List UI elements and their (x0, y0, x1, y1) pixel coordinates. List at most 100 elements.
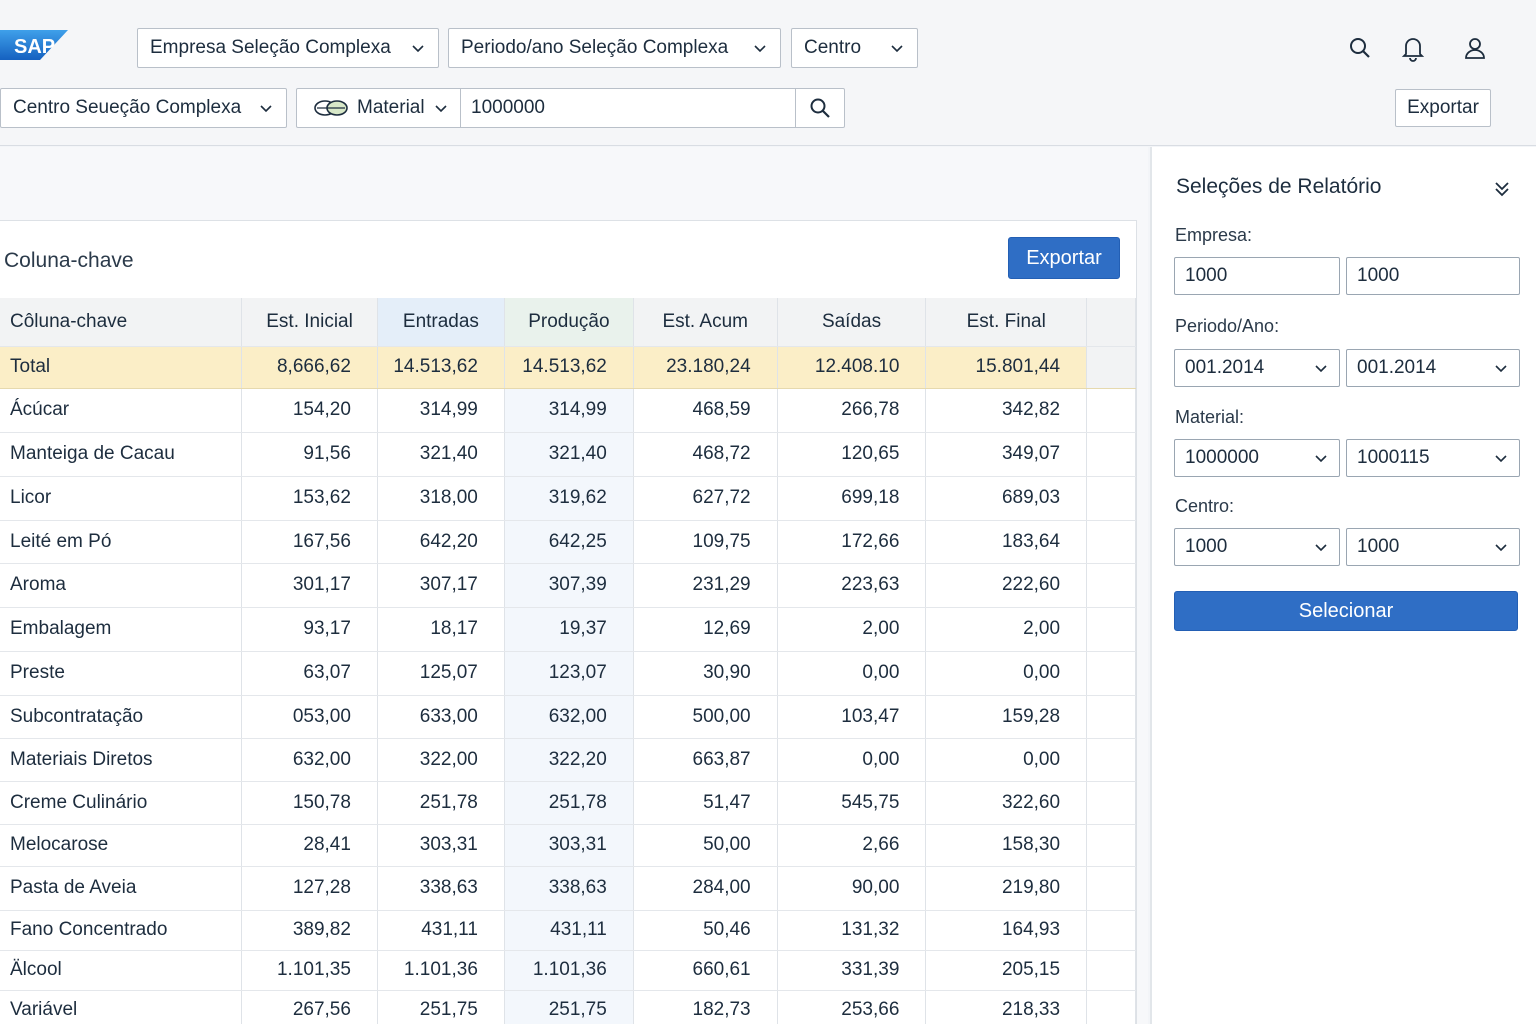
table-cell: 349,07 (925, 432, 1088, 477)
centro-filter-label: Centro (804, 37, 862, 58)
table-cell: 307,17 (377, 563, 505, 608)
header-export-button[interactable]: Exportar (1395, 89, 1491, 127)
table-cell-spacer (1086, 910, 1136, 951)
periodo-label: Periodo/Ano: (1175, 316, 1280, 336)
double-chevron-down-icon[interactable] (1492, 179, 1512, 199)
chevron-down-icon (1315, 455, 1327, 463)
table-cell-spacer (1086, 476, 1136, 521)
column-header[interactable]: Est. Inicial (241, 298, 378, 347)
table-cell-spacer (1086, 432, 1136, 477)
centro-selecao-label: Centro Seueção Complexa (13, 97, 242, 118)
table-cell: 14.513,62 (504, 346, 634, 389)
table-cell: 18,17 (377, 607, 505, 652)
table-row[interactable]: Pasta de Aveia 127,28 338,63 338,63 284,00 90… (0, 866, 1136, 911)
table-row[interactable]: Preste 63,07 125,07 123,07 30,90 0,00 0,00 (0, 651, 1136, 696)
user-icon[interactable] (1461, 34, 1489, 62)
table-row[interactable]: Licor 153,62 318,00 319,62 627,72 699,18 689,0… (0, 476, 1136, 521)
table-cell: 12.408.10 (777, 346, 927, 389)
table-row[interactable]: Aroma 301,17 307,17 307,39 231,29 223,63 222,6… (0, 563, 1136, 608)
centro-from-value: 1000 (1185, 536, 1228, 557)
total-row[interactable]: Total 8,666,62 14.513,62 14.513,62 23.18… (0, 346, 1136, 389)
empresa-from-input[interactable]: 1000 (1174, 257, 1340, 295)
table-row[interactable]: Manteiga de Cacau 91,56 321,40 321,40 468,72… (0, 432, 1136, 477)
sap-logo-text: SAP (14, 36, 55, 58)
material-dropdown[interactable]: Material (297, 89, 461, 127)
table-row[interactable]: Fano Concentrado 389,82 431,11 431,11 50,46 1… (0, 910, 1136, 951)
table-cell: 131,32 (777, 910, 927, 951)
chevron-down-icon (412, 45, 424, 53)
centro-filter[interactable]: Centro (791, 28, 918, 68)
table-cell: 663,87 (633, 738, 778, 782)
centro-to-select[interactable]: 1000 (1346, 528, 1520, 566)
table-cell: 331,39 (777, 950, 927, 991)
table-cell: 218,33 (925, 990, 1088, 1024)
table-cell: 633,00 (377, 695, 505, 739)
column-header[interactable]: Saídas (777, 298, 927, 347)
table-cell: Licor (0, 476, 243, 521)
sap-logo[interactable]: SAP (0, 30, 68, 60)
empresa-filter[interactable]: Empresa Seleção Complexa (137, 28, 439, 68)
table-row[interactable]: Variável 267,56 251,75 251,75 182,73 253,66 21… (0, 990, 1136, 1024)
empresa-to-value: 1000 (1357, 265, 1400, 286)
search-icon[interactable] (1346, 34, 1374, 62)
table-cell: 545,75 (777, 781, 927, 825)
table-cell: 30,90 (633, 651, 778, 696)
table-cell-spacer (1086, 520, 1136, 564)
table-row[interactable]: Ácúcar 154,20 314,99 314,99 468,59 266,78 342,… (0, 388, 1136, 433)
table-cell: 689,03 (925, 476, 1088, 521)
table-row[interactable]: Embalagem 93,17 18,17 19,37 12,69 2,00 2,00 (0, 607, 1136, 652)
table-cell: 1.101,36 (377, 950, 505, 991)
table-cell: 167,56 (241, 520, 378, 564)
table-cell: 8,666,62 (241, 346, 378, 389)
periodo-from-select[interactable]: 001.2014 (1174, 349, 1340, 387)
material-from-select[interactable]: 1000000 (1174, 439, 1340, 477)
table-cell: 2,00 (925, 607, 1088, 652)
chevron-down-icon (1315, 544, 1327, 552)
material-search-button[interactable] (795, 89, 844, 127)
table-cell: 91,56 (241, 432, 378, 477)
table-cell: 154,20 (241, 388, 378, 433)
column-header[interactable]: Est. Acum (633, 298, 778, 347)
table-cell: 251,75 (377, 990, 505, 1024)
table-cell: 125,07 (377, 651, 505, 696)
table-cell: 431,11 (504, 910, 634, 951)
empresa-to-input[interactable]: 1000 (1346, 257, 1520, 295)
table-cell: 468,72 (633, 432, 778, 477)
material-search: Material 1000000 (296, 88, 845, 128)
periodo-filter[interactable]: Periodo/ano Seleção Complexa (448, 28, 781, 68)
table-cell: 0,00 (925, 738, 1088, 782)
table-cell: 301,17 (241, 563, 378, 608)
table-cell: 51,47 (633, 781, 778, 825)
table-cell: Fano Concentrado (0, 910, 243, 951)
column-header[interactable]: Est. Final (925, 298, 1088, 347)
table-cell-spacer (1086, 781, 1136, 825)
material-to-select[interactable]: 1000115 (1346, 439, 1520, 477)
periodo-from-value: 001.2014 (1185, 357, 1265, 378)
shell-header: SAP Empresa Seleção Complexa Periodo/ano… (0, 0, 1536, 146)
table-cell: Embalagem (0, 607, 243, 652)
table-row[interactable]: Melocarose 28,41 303,31 303,31 50,00 2,66 158,… (0, 824, 1136, 867)
table-row[interactable]: Leité em Pó 167,56 642,20 642,25 109,75 172,6… (0, 520, 1136, 564)
select-button[interactable]: Selecionar (1174, 591, 1518, 631)
material-search-input[interactable]: 1000000 (471, 97, 545, 118)
column-header[interactable]: Produção (504, 298, 634, 347)
table-row[interactable]: Creme Culinário 150,78 251,78 251,78 51,47 54… (0, 781, 1136, 825)
periodo-to-select[interactable]: 001.2014 (1346, 349, 1520, 387)
table-cell: 314,99 (377, 388, 505, 433)
table-row[interactable]: Älcool 1.101,35 1.101,36 1.101,36 660,61 331,… (0, 950, 1136, 991)
centro-selecao-filter[interactable]: Centro Seueção Complexa (0, 88, 287, 128)
table-cell-spacer (1086, 607, 1136, 652)
table-cell: 50,46 (633, 910, 778, 951)
export-button[interactable]: Exportar (1008, 237, 1120, 279)
table-cell: 627,72 (633, 476, 778, 521)
material-from-value: 1000000 (1185, 447, 1259, 468)
column-header[interactable]: Entradas (377, 298, 505, 347)
table-cell: 253,66 (777, 990, 927, 1024)
centro-from-select[interactable]: 1000 (1174, 528, 1340, 566)
table-cell: Total (0, 346, 243, 389)
column-header[interactable]: Côluna-chave (0, 298, 243, 347)
table-row[interactable]: Materiais Diretos 632,00 322,00 322,20 663,8… (0, 738, 1136, 782)
bell-icon[interactable] (1399, 34, 1427, 62)
report-area: Coluna-chave Exportar Côluna-chave Est. … (0, 147, 1148, 1024)
table-row[interactable]: Subcontratação 053,00 633,00 632,00 500,00 10… (0, 695, 1136, 739)
